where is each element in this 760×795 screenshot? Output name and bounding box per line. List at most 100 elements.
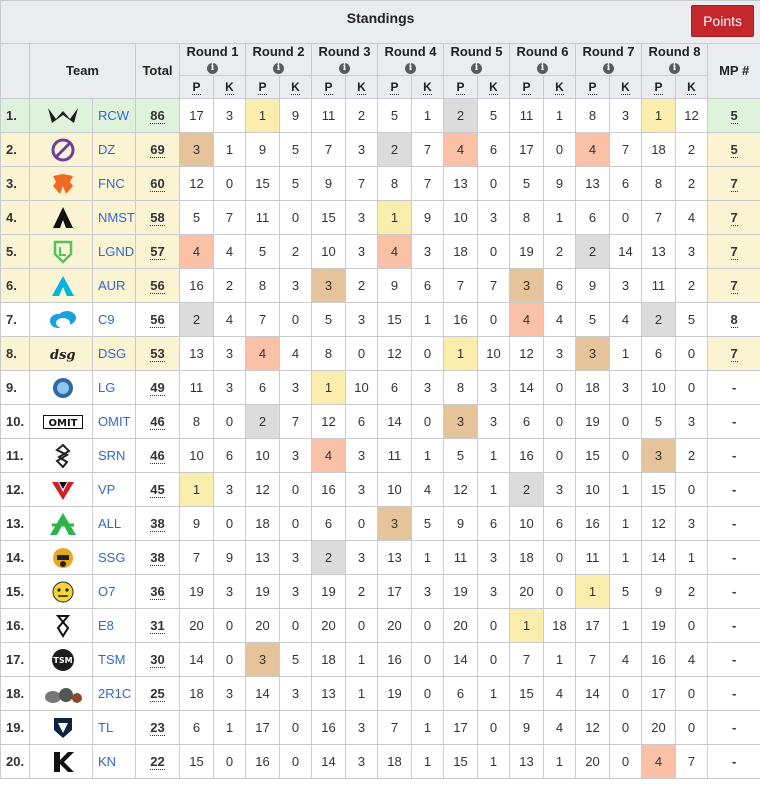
placement-header: P — [575, 75, 610, 99]
total-points-value: 69 — [150, 142, 165, 158]
team-link[interactable]: DSG — [98, 346, 127, 361]
placement-cell: 2 — [641, 302, 676, 337]
all-logo-icon — [34, 507, 93, 540]
team-link[interactable]: TSM — [98, 652, 126, 667]
kills-cell: 1 — [609, 336, 642, 371]
placement-cell: 5 — [443, 438, 478, 473]
match-point-cell: - — [706, 608, 760, 643]
placement-cell: 13 — [443, 166, 478, 201]
team-cell: TL — [29, 710, 136, 745]
placement-cell: 9 — [245, 132, 280, 167]
team-link[interactable]: VP — [98, 482, 116, 497]
kills-cell: 3 — [279, 540, 312, 575]
kills-cell: 7 — [477, 268, 510, 303]
info-icon[interactable]: i — [405, 63, 416, 74]
round-header-8: Round 8 i — [641, 43, 708, 76]
team-link[interactable]: O7 — [98, 584, 116, 599]
team-link[interactable]: 2R1C — [98, 686, 132, 701]
placement-cell: 15 — [377, 302, 412, 337]
team-link[interactable]: SSG — [98, 550, 126, 565]
team-link[interactable]: SRN — [98, 448, 126, 463]
kills-label: K — [291, 80, 300, 95]
placement-label: P — [192, 80, 201, 95]
match-point-value: 7 — [730, 210, 738, 226]
placement-cell: 8 — [377, 166, 412, 201]
placement-cell: 12 — [509, 336, 544, 371]
total-points-cell: 49 — [135, 370, 180, 405]
placement-cell: 15 — [245, 166, 280, 201]
team-cell: FNC — [29, 166, 136, 201]
team-cell: SSG — [29, 540, 136, 575]
placement-cell: 12 — [641, 506, 676, 541]
team-link[interactable]: LG — [98, 380, 116, 395]
team-link[interactable]: OMIT — [98, 414, 131, 429]
team-cell: TSM TSM — [29, 642, 136, 677]
placement-cell: 17 — [575, 608, 610, 643]
team-link[interactable]: DZ — [98, 142, 116, 157]
placement-cell: 16 — [641, 642, 676, 677]
info-icon[interactable]: i — [471, 63, 482, 74]
team-link[interactable]: AUR — [98, 278, 126, 293]
placement-cell: 19 — [443, 574, 478, 609]
points-button[interactable]: Points — [691, 5, 754, 37]
placement-cell: 14 — [179, 642, 214, 677]
placement-cell: 11 — [311, 98, 346, 133]
placement-header: P — [311, 75, 346, 99]
placement-cell: 15 — [443, 744, 478, 779]
team-link[interactable]: E8 — [98, 618, 114, 633]
info-icon[interactable]: i — [207, 63, 218, 74]
match-point-value: 5 — [730, 108, 738, 124]
placement-label: P — [324, 80, 333, 95]
kills-cell: 10 — [477, 336, 510, 371]
info-icon[interactable]: i — [537, 63, 548, 74]
total-points-value: 31 — [150, 618, 165, 634]
kills-cell: 0 — [345, 506, 378, 541]
team-link[interactable]: ALL — [98, 516, 122, 531]
kills-cell: 0 — [477, 234, 510, 269]
kills-cell: 4 — [543, 302, 576, 337]
total-points-cell: 25 — [135, 676, 180, 711]
team-link[interactable]: KN — [98, 754, 117, 769]
team-cell: O7 — [29, 574, 136, 609]
team-cell: AUR — [29, 268, 136, 303]
placement-cell: 19 — [245, 574, 280, 609]
total-header: Total — [135, 43, 180, 99]
nmst-logo-icon — [34, 201, 93, 234]
match-point-value: - — [731, 414, 737, 429]
kills-cell: 0 — [609, 200, 642, 235]
kills-cell: 6 — [543, 506, 576, 541]
placement-cell: 18 — [377, 744, 412, 779]
placement-cell: 6 — [377, 370, 412, 405]
kills-cell: 5 — [279, 132, 312, 167]
round-label: Round 4 — [384, 44, 437, 59]
team-link[interactable]: RCW — [98, 108, 130, 123]
kills-cell: 4 — [543, 710, 576, 745]
total-points-value: 56 — [150, 278, 165, 294]
info-icon[interactable]: i — [273, 63, 284, 74]
kills-cell: 0 — [477, 642, 510, 677]
match-point-cell: - — [706, 404, 760, 439]
placement-cell: 5 — [311, 302, 346, 337]
position-cell: 6. — [0, 268, 30, 303]
team-link[interactable]: TL — [98, 720, 114, 735]
kills-cell: 0 — [477, 710, 510, 745]
team-link[interactable]: C9 — [98, 312, 115, 327]
placement-cell: 6 — [179, 710, 214, 745]
kills-label: K — [555, 80, 564, 95]
team-link[interactable]: NMST — [98, 210, 135, 225]
team-link[interactable]: LGND — [98, 244, 135, 259]
info-icon[interactable]: i — [669, 63, 680, 74]
kills-cell: 6 — [213, 438, 246, 473]
info-icon[interactable]: i — [339, 63, 350, 74]
kills-cell: 7 — [609, 132, 642, 167]
round-label: Round 2 — [252, 44, 305, 59]
kills-header: K — [477, 75, 510, 99]
kills-cell: 3 — [279, 268, 312, 303]
placement-cell: 8 — [509, 200, 544, 235]
team-link[interactable]: FNC — [98, 176, 125, 191]
placement-cell: 13 — [509, 744, 544, 779]
round-label: Round 8 — [648, 44, 701, 59]
info-icon[interactable]: i — [603, 63, 614, 74]
team-cell: RCW — [29, 98, 136, 133]
kills-label: K — [423, 80, 432, 95]
